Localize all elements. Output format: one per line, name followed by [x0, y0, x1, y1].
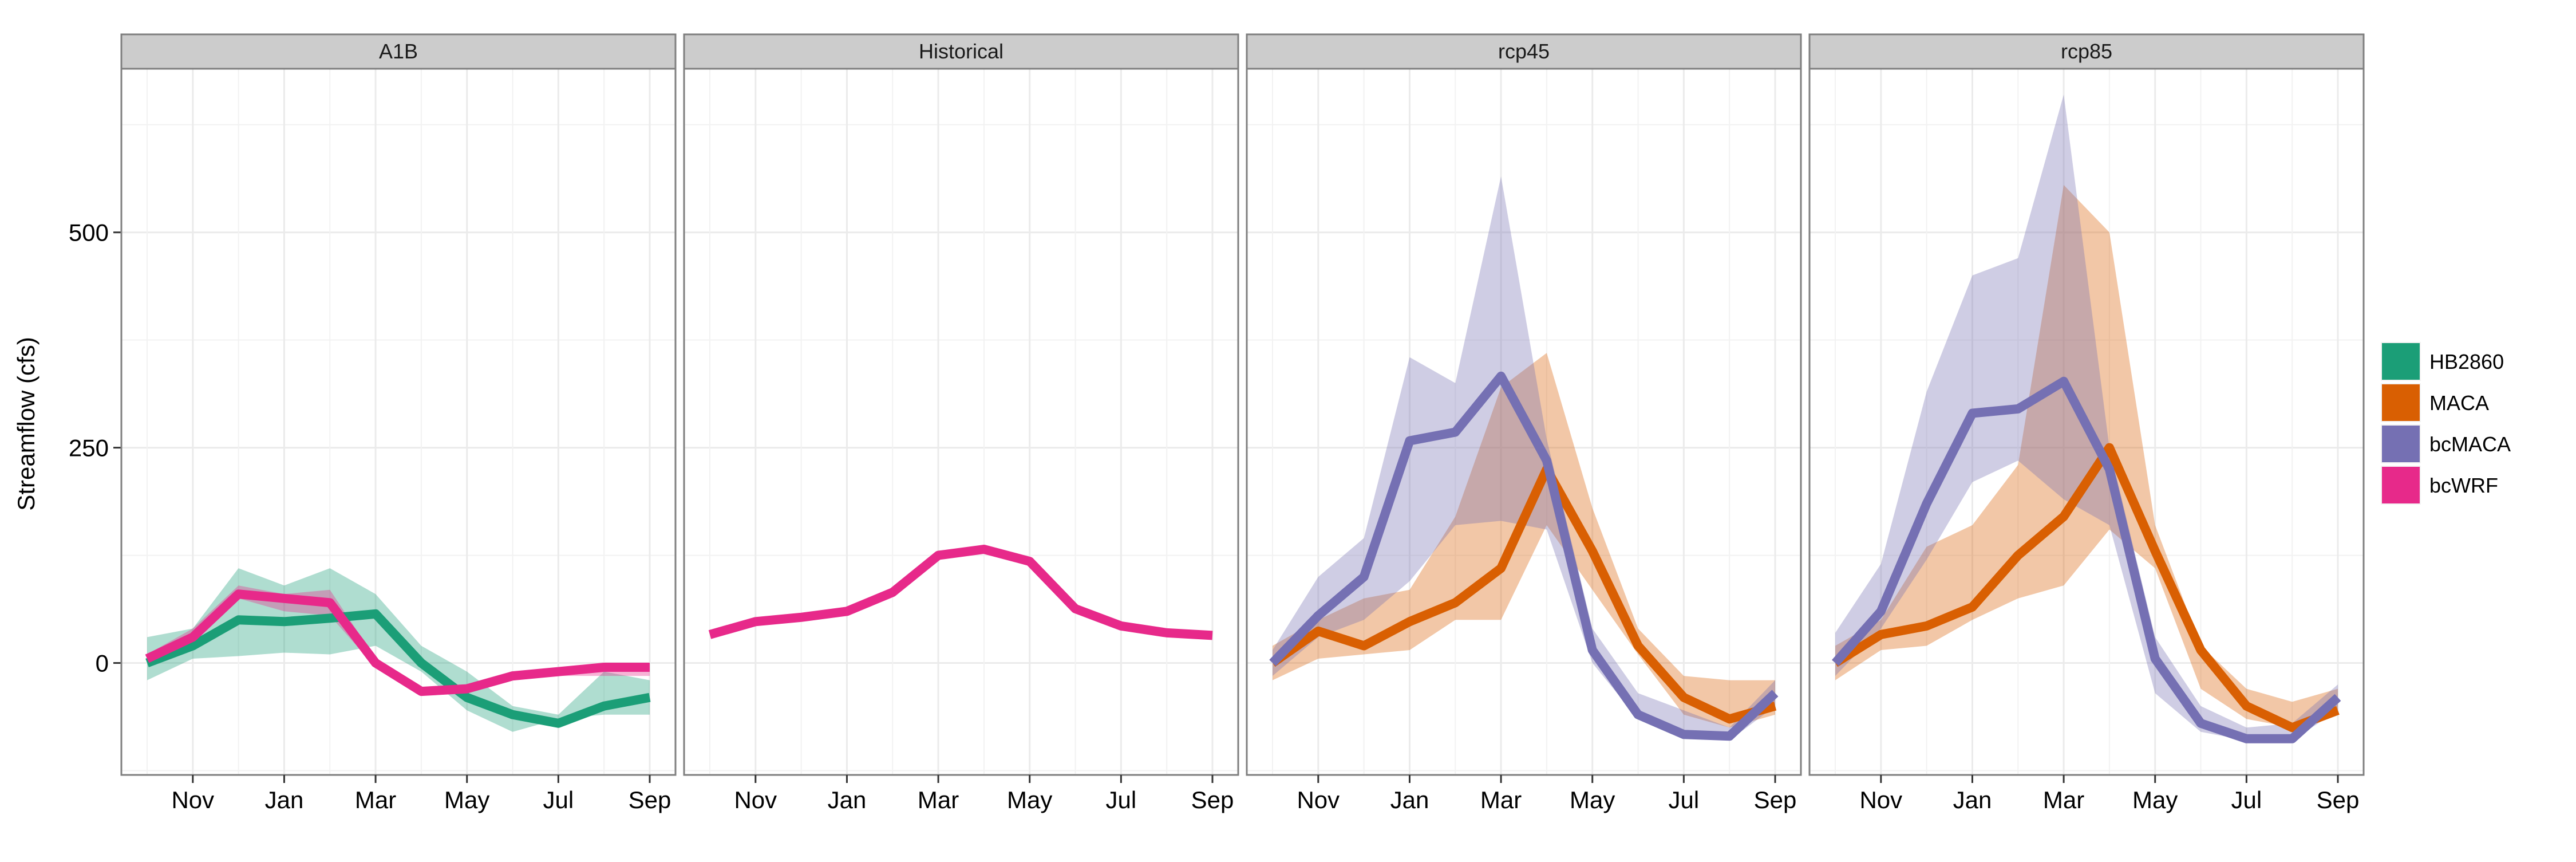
ribbon-maca — [1835, 185, 2338, 728]
x-tick-label: Jul — [2231, 786, 2262, 813]
y-axis-label: Streamflow (cfs) — [13, 337, 39, 510]
legend-label: MACA — [2429, 391, 2489, 415]
series-line-bcmaca — [1832, 376, 2341, 743]
ribbon-maca — [1273, 353, 1775, 728]
strip-label: rcp85 — [2061, 40, 2112, 63]
strip-label: rcp45 — [1498, 40, 1550, 63]
ribbon-hb2860 — [147, 568, 650, 732]
x-tick-label: Sep — [1191, 786, 1234, 813]
legend: HB2860 MACA bcMACA bcWRF — [2380, 341, 2511, 506]
x-tick-label: Jan — [265, 786, 304, 813]
strip-header — [683, 33, 1239, 70]
x-tick-label: Nov — [1859, 786, 1902, 813]
strip-label: Historical — [919, 40, 1003, 63]
legend-item-hb2860: HB2860 — [2380, 341, 2504, 382]
series-line-bcmaca — [1269, 371, 1779, 741]
strip-label: A1B — [379, 40, 418, 63]
legend-key-swatch — [2382, 384, 2420, 421]
strip-header — [1246, 33, 1802, 70]
y-tick-label: 500 — [69, 219, 109, 246]
x-tick-label: Sep — [2317, 786, 2360, 813]
legend-item-maca: MACA — [2380, 382, 2489, 423]
legend-label: HB2860 — [2429, 350, 2504, 373]
x-tick-label: May — [1007, 786, 1052, 813]
panel-historical: Historical Nov Jan Mar May Jul Sep — [683, 33, 1239, 813]
y-tick-label: 0 — [96, 650, 109, 677]
x-tick-label: Mar — [918, 786, 959, 813]
x-tick-label: Jan — [1953, 786, 1992, 813]
x-tick-label: Mar — [1480, 786, 1522, 813]
series-line-bcwrf — [708, 545, 1213, 640]
series-line-hb2860 — [145, 609, 651, 728]
x-tick-label: May — [444, 786, 489, 813]
legend-key-swatch — [2382, 343, 2420, 380]
x-tick-label: May — [1570, 786, 1615, 813]
x-tick-label: Jul — [1106, 786, 1137, 813]
series-line-bcwrf — [145, 589, 650, 696]
panel-rcp45: rcp45 Nov Jan Mar May Jul Sep — [1246, 33, 1802, 813]
strip-header — [120, 33, 677, 70]
panel-background — [121, 69, 675, 775]
y-tick-label: 250 — [69, 435, 109, 462]
x-tick-label: Nov — [1297, 786, 1340, 813]
x-tick-label: Nov — [171, 786, 214, 813]
panel-background — [684, 69, 1238, 775]
series-line-maca — [1270, 465, 1777, 724]
series-line-maca — [1832, 443, 2340, 733]
strip-header — [1808, 33, 2365, 70]
x-tick-label: Jan — [1390, 786, 1429, 813]
legend-key-swatch — [2382, 426, 2420, 462]
legend-item-bcmaca: bcMACA — [2380, 423, 2511, 465]
x-tick-label: Mar — [2043, 786, 2084, 813]
panel-rcp85: rcp85 Nov Jan Mar May Jul Sep — [1808, 33, 2365, 813]
legend-label: bcMACA — [2429, 432, 2511, 456]
x-tick-label: Sep — [1754, 786, 1797, 813]
x-tick-label: Nov — [734, 786, 777, 813]
ribbon-bcmaca — [1273, 176, 1775, 741]
panel-a1b: A1B Nov Jan Mar May Jul Sep — [120, 33, 677, 813]
legend-key-swatch — [2382, 467, 2420, 503]
x-tick-label: May — [2132, 786, 2178, 813]
x-tick-label: Jan — [828, 786, 867, 813]
x-tick-label: Jul — [1669, 786, 1700, 813]
legend-label: bcWRF — [2429, 474, 2498, 497]
x-tick-label: Sep — [629, 786, 671, 813]
x-tick-label: Jul — [543, 786, 574, 813]
legend-item-bcwrf: bcWRF — [2380, 465, 2498, 506]
x-tick-label: Mar — [355, 786, 396, 813]
